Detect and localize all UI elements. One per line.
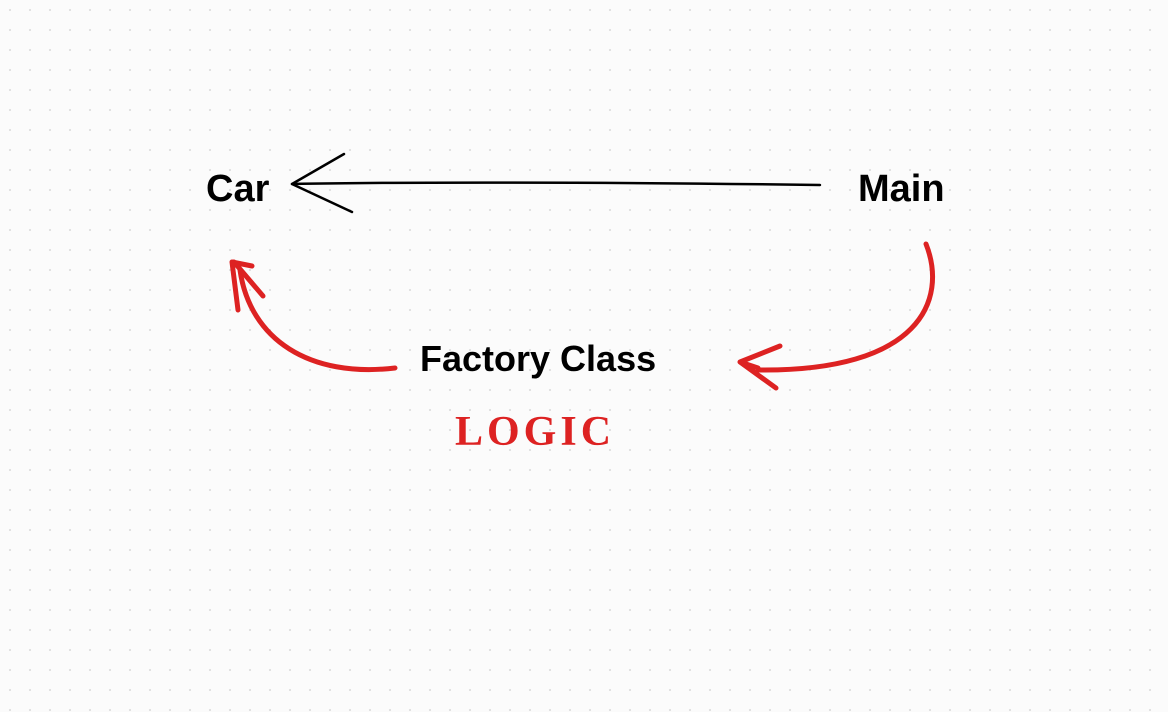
node-main: Main (858, 168, 945, 211)
node-factory-class: Factory Class (420, 338, 656, 380)
arrow-factory-to-car (232, 262, 395, 370)
arrow-main-to-car (292, 154, 820, 212)
arrow-main-to-factory (740, 244, 933, 388)
node-car: Car (206, 168, 269, 211)
annotation-logic: LOGIC (455, 408, 615, 456)
